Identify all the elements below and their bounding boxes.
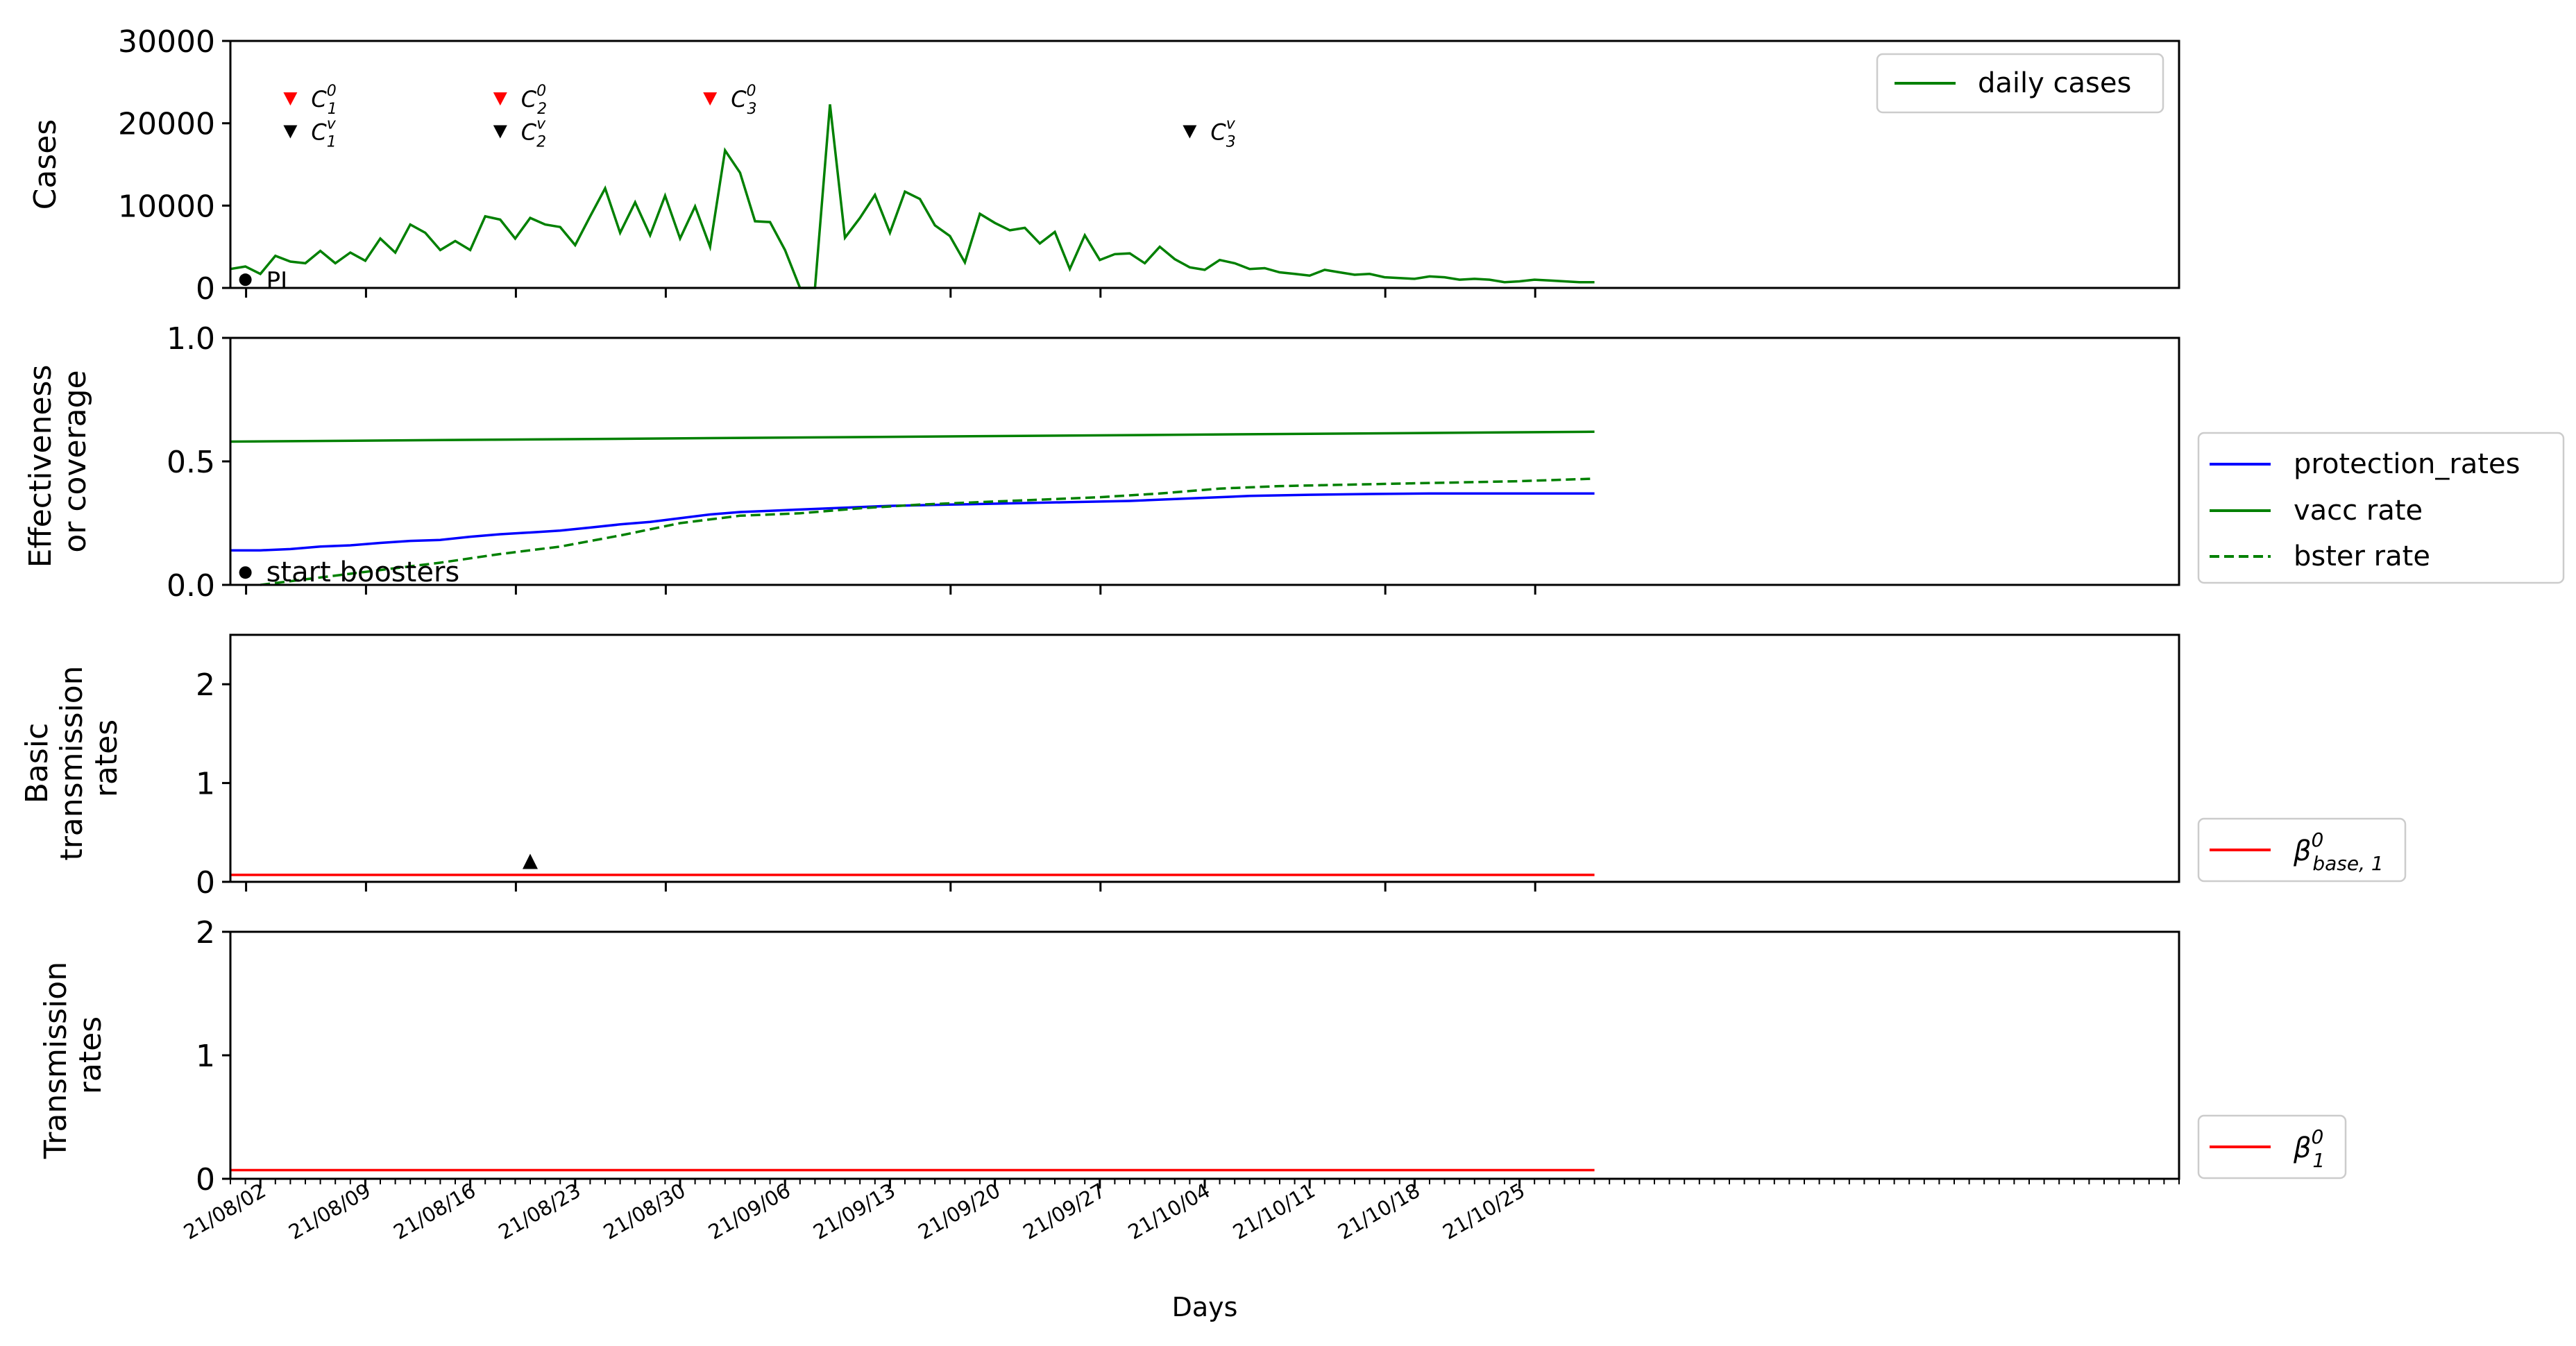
x-axis-label: Days bbox=[1172, 1292, 1238, 1322]
y-tick-label: 1.0 bbox=[167, 321, 215, 357]
x-date-label: 21/10/04 bbox=[1124, 1179, 1214, 1245]
x-date-label: 21/09/20 bbox=[914, 1179, 1004, 1245]
basic-transmission-axes-frame bbox=[229, 633, 2180, 883]
annotation-triangle-down bbox=[493, 92, 507, 106]
basic-transmission-panel: 0 1 2 Basic transmission rates β0 base, 1 bbox=[19, 633, 2407, 901]
annotation-label: start boosters bbox=[266, 556, 460, 588]
annotation-dot bbox=[239, 566, 252, 579]
annotation-dot bbox=[239, 273, 252, 287]
protection-rates-line bbox=[230, 492, 1595, 552]
y-tick-label: 0 bbox=[196, 865, 215, 901]
effectiveness-legend: protection_rates vacc rate bster rate bbox=[2197, 432, 2565, 584]
x-date-label: 21/09/13 bbox=[809, 1179, 899, 1245]
legend-label-protection-rates: protection_rates bbox=[2294, 448, 2520, 480]
x-date-label: 21/08/16 bbox=[389, 1179, 480, 1245]
annotation-label: Cv 2 bbox=[521, 116, 546, 151]
y-tick-label: 10000 bbox=[118, 189, 215, 224]
cases-axes-frame bbox=[229, 40, 2180, 289]
legend-label-bster-rate: bster rate bbox=[2294, 540, 2430, 572]
x-date-label: 21/09/27 bbox=[1019, 1179, 1110, 1245]
y-tick-label: 0 bbox=[196, 271, 215, 307]
vacc-rate-line bbox=[230, 430, 1595, 443]
legend-label-daily-cases: daily cases bbox=[1978, 67, 2131, 99]
y-tick-label: 0 bbox=[196, 1162, 215, 1198]
cases-legend: daily cases bbox=[1876, 53, 2164, 114]
annotation-triangle-down bbox=[283, 125, 298, 139]
annotation-label: C0 3 bbox=[731, 83, 756, 118]
daily-cases-line bbox=[230, 104, 1595, 289]
y-tick-label: 0.5 bbox=[167, 445, 215, 480]
basic-transmission-legend: β0 base, 1 bbox=[2197, 817, 2407, 883]
annotation-triangle-up bbox=[523, 853, 538, 869]
y-tick-label: 0.0 bbox=[167, 568, 215, 604]
cases-ylabel: Cases bbox=[28, 119, 63, 210]
x-date-label: 21/10/25 bbox=[1439, 1179, 1529, 1245]
x-date-label: 21/08/02 bbox=[180, 1179, 270, 1245]
x-date-label: 21/08/30 bbox=[600, 1179, 690, 1245]
x-axis-date-labels: 21/08/02 21/08/09 21/08/16 21/08/23 21/08/30… bbox=[180, 1179, 1529, 1245]
annotation-triangle-down bbox=[1183, 125, 1197, 139]
annotation-label: Cv 1 bbox=[311, 116, 336, 151]
y-tick-label: 1 bbox=[196, 1039, 215, 1074]
x-date-label: 21/10/18 bbox=[1334, 1179, 1424, 1245]
legend-label-beta-base: β0 base, 1 bbox=[2293, 828, 2384, 875]
x-date-label: 21/09/06 bbox=[704, 1179, 795, 1245]
cases-panel: 0 10000 20000 30000 PI C0 1Cv 1 C0 2Cv 2 C0 3 Cv 3 Ca… bbox=[28, 24, 2180, 307]
transmission-panel: 0 1 2 Transmission rates β0 1 bbox=[38, 915, 2347, 1198]
annotation-label: C0 1 bbox=[311, 83, 337, 118]
annotation-label: C0 2 bbox=[521, 83, 547, 118]
annotation-label: Cv 3 bbox=[1210, 116, 1235, 151]
basic-transmission-ylabel: Basic transmission rates bbox=[19, 656, 124, 860]
x-date-label: 21/08/23 bbox=[495, 1179, 585, 1245]
annotation-triangle-down bbox=[283, 92, 298, 106]
y-tick-label: 30000 bbox=[118, 24, 215, 60]
effectiveness-ylabel: Effectiveness or coverage bbox=[23, 355, 93, 568]
annotation-triangle-down bbox=[703, 92, 718, 106]
transmission-ylabel: Transmission rates bbox=[38, 952, 108, 1159]
legend-label-beta-1: β0 1 bbox=[2293, 1125, 2325, 1172]
y-tick-label: 2 bbox=[196, 667, 215, 703]
x-date-label: 21/10/11 bbox=[1229, 1179, 1319, 1245]
transmission-axes-frame bbox=[229, 930, 2180, 1180]
transmission-legend: β0 1 bbox=[2197, 1114, 2347, 1179]
legend-label-vacc-rate: vacc rate bbox=[2294, 495, 2423, 527]
y-tick-label: 2 bbox=[196, 915, 215, 951]
y-tick-label: 20000 bbox=[118, 107, 215, 142]
bster-rate-line bbox=[260, 477, 1595, 586]
y-tick-label: 1 bbox=[196, 767, 215, 802]
effectiveness-axes-frame bbox=[229, 336, 2180, 586]
x-date-label: 21/08/09 bbox=[285, 1179, 375, 1245]
effectiveness-panel: 0.0 0.5 1.0 start boosters Effectiveness o… bbox=[23, 321, 2565, 604]
annotation-label: PI bbox=[266, 267, 288, 295]
annotation-triangle-down bbox=[493, 125, 507, 139]
